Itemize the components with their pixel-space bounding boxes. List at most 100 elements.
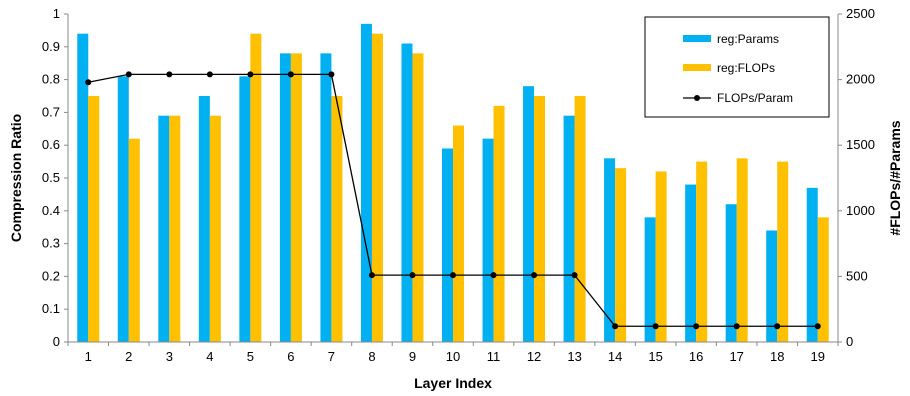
x-tick-label: 17 (729, 349, 743, 364)
legend-label-flops-param: FLOPs/Param (717, 91, 793, 105)
x-tick-label: 7 (328, 349, 335, 364)
bar-reg-params-layer-4 (198, 96, 210, 342)
bar-reg-flops-layer-5 (250, 33, 262, 343)
y-tick-label: 0 (53, 334, 60, 349)
y-axis-title: Compression Ratio (8, 114, 24, 242)
legend-swatch-reg-flops (683, 64, 711, 71)
bar-reg-flops-layer-1 (88, 96, 100, 342)
point-flops-per-param-layer-4 (206, 71, 213, 78)
bar-reg-flops-layer-19 (817, 217, 829, 342)
bar-reg-params-layer-12 (523, 86, 535, 342)
y2-tick-label: 1500 (846, 137, 875, 152)
point-flops-per-param-layer-15 (652, 323, 659, 330)
legend-swatch-flops-param-marker (694, 95, 700, 101)
bar-reg-params-layer-8 (360, 23, 372, 343)
bar-reg-flops-layer-16 (696, 161, 708, 342)
x-tick-label: 1 (85, 349, 92, 364)
x-tick-label: 15 (648, 349, 662, 364)
y-tick-label: 0.5 (42, 170, 60, 185)
y-tick-label: 0.7 (42, 104, 60, 119)
point-flops-per-param-layer-12 (531, 272, 538, 279)
y-tick-label: 0.2 (42, 268, 60, 283)
x-tick-label: 14 (608, 349, 622, 364)
x-tick-label: 11 (487, 349, 501, 364)
bar-reg-params-layer-9 (401, 43, 413, 343)
bar-reg-params-layer-17 (725, 204, 737, 342)
x-tick-label: 8 (368, 349, 375, 364)
point-flops-per-param-layer-8 (368, 272, 375, 279)
x-tick-label: 6 (287, 349, 294, 364)
bar-reg-flops-layer-4 (209, 115, 221, 343)
bar-reg-flops-layer-15 (655, 171, 667, 342)
y2-tick-label: 1000 (846, 203, 875, 218)
point-flops-per-param-layer-6 (287, 71, 294, 78)
x-tick-label: 19 (811, 349, 825, 364)
point-flops-per-param-layer-7 (328, 71, 335, 78)
bar-reg-params-layer-15 (644, 217, 656, 342)
x-tick-label: 12 (527, 349, 541, 364)
bar-reg-flops-layer-10 (453, 125, 464, 343)
y2-tick-label: 500 (846, 268, 868, 283)
x-axis-title: Layer Index (414, 375, 492, 391)
bar-reg-flops-layer-17 (736, 158, 748, 342)
y-tick-label: 1 (53, 6, 60, 21)
bar-reg-params-layer-18 (766, 230, 778, 342)
y-tick-label: 0.9 (42, 39, 60, 54)
bar-reg-flops-layer-11 (493, 105, 505, 342)
y2-tick-label: 2000 (846, 72, 875, 87)
point-flops-per-param-layer-16 (693, 323, 700, 330)
x-tick-label: 2 (125, 349, 132, 364)
x-tick-label: 13 (567, 349, 581, 364)
legend-label-reg-params: reg:Params (717, 32, 779, 46)
legend-swatch-reg-params (683, 35, 711, 42)
bar-reg-params-layer-7 (320, 53, 332, 343)
bar-reg-flops-layer-14 (615, 168, 627, 342)
point-flops-per-param-layer-10 (450, 272, 456, 279)
x-tick-label: 5 (247, 349, 254, 364)
x-tick-label: 16 (689, 349, 703, 364)
point-flops-per-param-layer-5 (247, 71, 254, 78)
point-flops-per-param-layer-9 (409, 272, 416, 279)
y-tick-label: 0.8 (42, 72, 60, 87)
bar-reg-params-layer-13 (563, 115, 575, 343)
ticks: 00.10.20.30.40.50.60.70.80.9105001000150… (42, 6, 875, 364)
x-tick-label: 4 (206, 349, 213, 364)
legend-box (644, 16, 830, 118)
bar-reg-params-layer-10 (442, 148, 453, 342)
bar-reg-params-layer-1 (77, 33, 89, 343)
point-flops-per-param-layer-19 (814, 323, 821, 330)
bar-reg-params-layer-19 (806, 187, 818, 342)
bar-reg-params-layer-14 (604, 158, 616, 342)
bar-reg-flops-layer-8 (371, 33, 383, 343)
bar-reg-params-layer-3 (158, 115, 170, 343)
x-tick-label: 18 (770, 349, 784, 364)
point-flops-per-param-layer-18 (774, 323, 781, 330)
bar-reg-params-layer-6 (279, 53, 291, 343)
point-flops-per-param-layer-17 (733, 323, 740, 330)
bar-reg-flops-layer-2 (128, 138, 140, 342)
x-tick-label: 3 (166, 349, 173, 364)
point-flops-per-param-layer-2 (125, 71, 132, 78)
point-flops-per-param-layer-14 (612, 323, 619, 330)
bar-reg-flops-layer-12 (534, 96, 546, 342)
bar-reg-params-layer-16 (685, 184, 697, 342)
plot-area (77, 23, 829, 343)
y-tick-label: 0.6 (42, 137, 60, 152)
bar-reg-params-layer-5 (239, 76, 251, 342)
y2-tick-label: 0 (846, 334, 853, 349)
bar-reg-params-layer-11 (482, 138, 494, 342)
y2-axis-title: #FLOPs/#Params (887, 120, 903, 235)
y-tick-label: 0.1 (42, 301, 60, 316)
point-flops-per-param-layer-3 (166, 71, 173, 78)
bar-reg-flops-layer-9 (412, 53, 424, 343)
bar-reg-flops-layer-18 (777, 161, 789, 342)
point-flops-per-param-layer-1 (85, 79, 92, 86)
point-flops-per-param-layer-13 (571, 272, 578, 279)
bar-reg-flops-layer-7 (331, 96, 343, 342)
y-tick-label: 0.3 (42, 236, 60, 251)
y2-tick-label: 2500 (846, 6, 875, 21)
x-tick-label: 9 (409, 349, 416, 364)
bar-reg-flops-layer-13 (574, 96, 586, 342)
bar-reg-params-layer-2 (117, 76, 129, 342)
